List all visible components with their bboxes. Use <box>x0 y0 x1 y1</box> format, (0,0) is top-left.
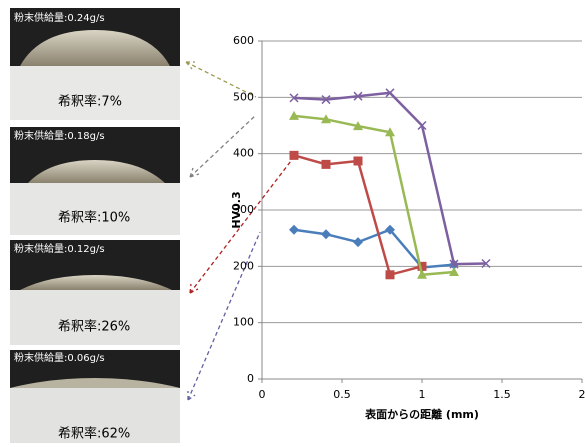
x-tick-label: 0 <box>259 388 266 401</box>
arrows <box>186 62 294 400</box>
y-tick-label: 0 <box>247 372 254 385</box>
feed-rate: 粉末供給量:0.12g/s <box>14 242 105 255</box>
y-tick-label: 600 <box>233 34 254 47</box>
y-tick-label: 300 <box>233 203 254 216</box>
point <box>290 151 299 160</box>
dilution: 希釈率:7% <box>58 94 122 110</box>
dilution: 希釈率:10% <box>58 210 130 226</box>
point <box>321 229 331 239</box>
x-tick-label: 0.5 <box>333 388 351 401</box>
series-line <box>294 155 422 274</box>
point <box>289 225 299 235</box>
series-line <box>294 230 454 268</box>
x-tick-label: 2 <box>579 388 585 401</box>
photos: 粉末供給量:0.24g/s 希釈率:7% 粉末供給量:0.18g/s 希釈率:1… <box>10 8 180 443</box>
y-tick-label: 500 <box>233 90 254 103</box>
y-tick-label: 100 <box>233 316 254 329</box>
y-tick-label: 200 <box>233 259 254 272</box>
point <box>354 156 363 165</box>
feed-rate: 粉末供給量:0.18g/s <box>14 129 105 142</box>
point <box>353 237 363 247</box>
y-tick-label: 400 <box>233 147 254 160</box>
x-tick-label: 1 <box>419 388 426 401</box>
feed-rate: 粉末供給量:0.06g/s <box>14 351 105 364</box>
series-line <box>294 116 454 275</box>
figure: 粉末供給量:0.24g/s 希釈率:7% 粉末供給量:0.18g/s 希釈率:1… <box>0 0 585 443</box>
feed-rate: 粉末供給量:0.24g/s <box>14 11 105 24</box>
x-axis-title: 表面からの距離 (mm) <box>364 407 479 421</box>
point <box>322 160 331 169</box>
dilution: 希釈率:26% <box>58 319 130 335</box>
dilution: 希釈率:62% <box>58 426 130 442</box>
point <box>386 270 395 279</box>
x-tick-label: 1.5 <box>493 388 511 401</box>
